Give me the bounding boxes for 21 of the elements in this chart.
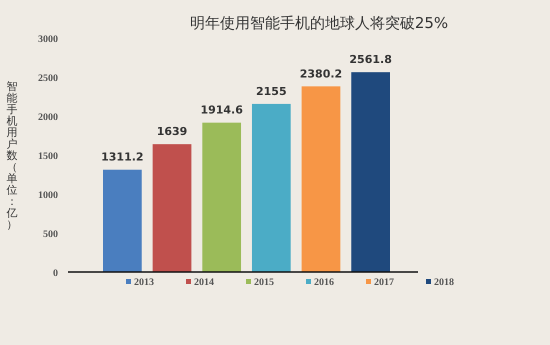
legend-label: 2016 [314, 277, 334, 288]
y-tick-label: 2500 [38, 73, 58, 84]
y-tick-label: 0 [53, 268, 58, 279]
data-label: 1914.6 [200, 104, 244, 117]
data-label: 2561.8 [349, 53, 392, 66]
legend-label: 2017 [374, 277, 394, 288]
y-tick-label: 3000 [38, 34, 58, 45]
data-label: 1639 [156, 125, 188, 138]
legend-label: 2018 [434, 277, 454, 288]
y-tick-label: 2000 [38, 112, 58, 123]
data-label: 1311.2 [101, 150, 144, 164]
legend-label: 2015 [254, 277, 274, 288]
y-tick-label: 500 [43, 229, 58, 240]
y-tick-label: 1000 [38, 190, 58, 201]
text: 智能手机用户数（单位：亿） [6, 80, 18, 231]
data-label: 2380.2 [300, 67, 342, 80]
data-label: 2155 [256, 84, 287, 98]
legend-label: 2014 [194, 277, 214, 288]
chart-title: 明年使用智能手机的地球人将突破25% [190, 14, 448, 32]
legend-label: 2013 [134, 277, 154, 288]
y-tick-label: 1500 [38, 151, 58, 162]
